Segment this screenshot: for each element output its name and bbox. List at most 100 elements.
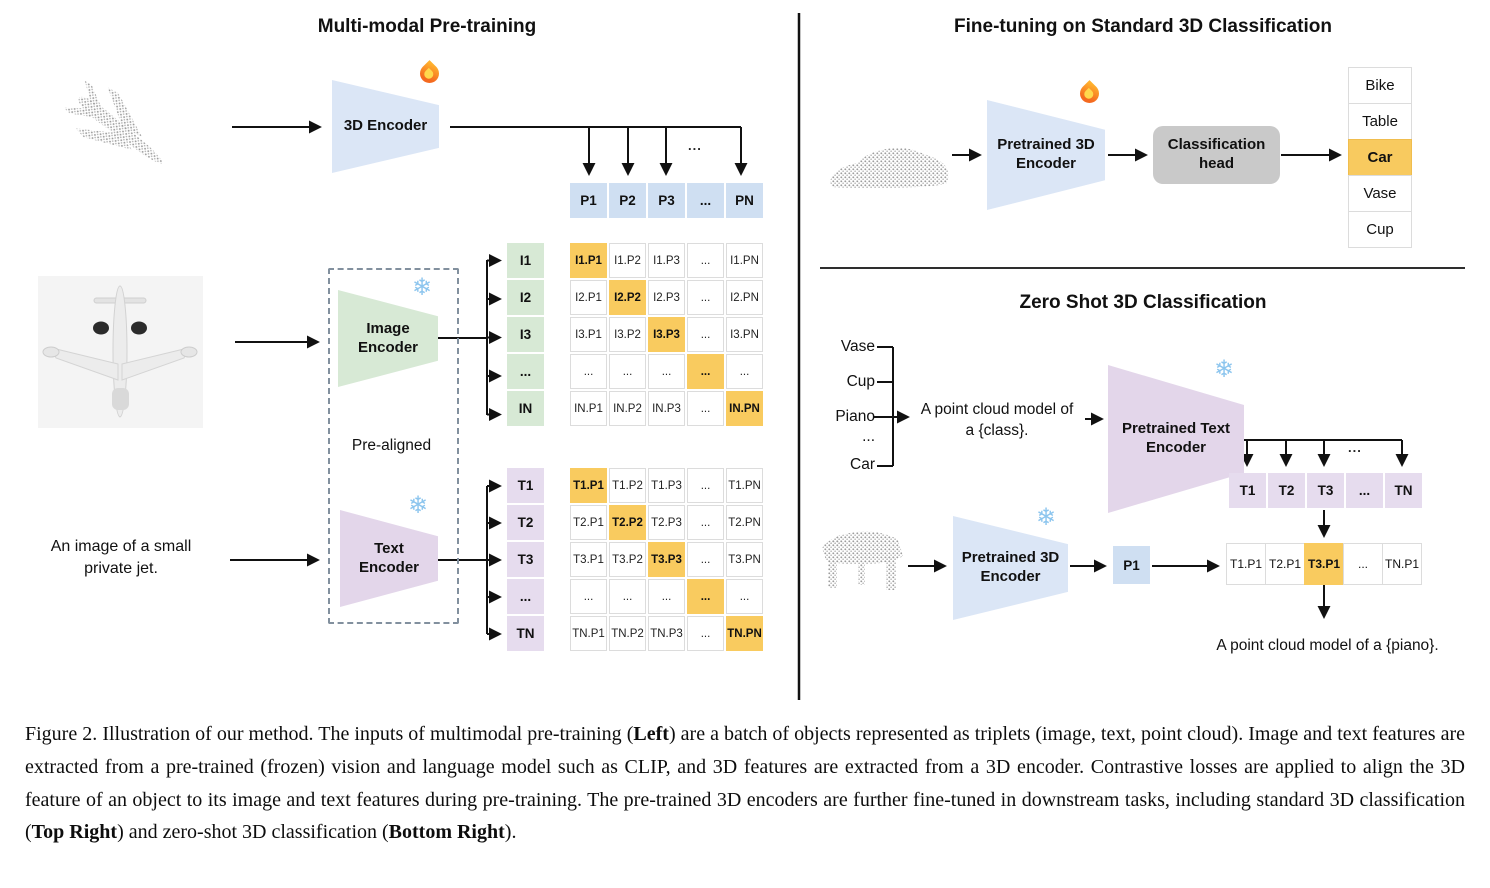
caption-segment: Figure 2. Illustration of our method. Th… (25, 723, 634, 745)
image-matrix-cell-diagonal: I2.P2 (609, 280, 646, 315)
image-matrix-cell: ... (687, 317, 724, 352)
zeroshot-class-word: Cup (846, 373, 875, 390)
image-similarity-matrix: I1.P1 I1.P2 I1.P3... I1.PN I2.P1 I2.P2 I2.P3..… (570, 243, 763, 426)
caption-bold-segment: Bottom Right (388, 821, 505, 844)
text-matrix-cell: T3.PN (726, 542, 763, 577)
p-header-cell: P2 (609, 183, 646, 218)
image-feature-cell: IN (507, 391, 544, 426)
image-feature-cell: I2 (507, 280, 544, 315)
caption-bold-segment: Left (633, 723, 669, 745)
text-matrix-cell: TN.P1 (570, 616, 607, 651)
text-matrix-cell: T2.P3 (648, 505, 685, 540)
piano-point-cloud (822, 531, 903, 590)
pre-aligned-label: Pre-aligned (351, 437, 432, 454)
class-cell-bike: Bike (1348, 67, 1412, 104)
finetune-title: Fine-tuning on Standard 3D Classificatio… (954, 16, 1332, 37)
snowflake-icon: ❄ (1214, 356, 1235, 383)
text-similarity-matrix: T1.P1 T1.P2 T1.P3... T1.PN T2.P1 T2.P2 T2.P3..… (570, 468, 763, 651)
caption-bold-segment: Top Right (31, 821, 118, 844)
image-feature-cell: ... (507, 354, 544, 389)
zeroshot-class-words: Vase Cup Piano... Car (818, 330, 875, 480)
zeroshot-similarity-row: T1.P1 T2.P1 T3.P1... TN.P1 (1226, 543, 1422, 585)
image-matrix-cell: I1.P3 (648, 243, 685, 278)
image-matrix-cell: IN.P1 (570, 391, 607, 426)
text-matrix-cell: ... (609, 579, 646, 614)
text-feature-cell: T1 (507, 468, 544, 503)
text-matrix-cell: T3.P2 (609, 542, 646, 577)
class-cell-car: Car (1348, 139, 1412, 176)
text-matrix-cell: ... (570, 579, 607, 614)
text-matrix-cell-diagonal: T3.P3 (648, 542, 685, 577)
image-feature-cell: I3 (507, 317, 544, 352)
zeroshot-t-cell: ... (1346, 473, 1383, 508)
text-matrix-cell: T1.P2 (609, 468, 646, 503)
3d-encoder-label: 3D Encoder (343, 117, 428, 135)
prompt-text: A point cloud model of a {class}. (920, 401, 1074, 439)
text-matrix-cell: T2.PN (726, 505, 763, 540)
text-matrix-cell-diagonal: T2.P2 (609, 505, 646, 540)
text-matrix-cell-diagonal: T1.P1 (570, 468, 607, 503)
text-feature-column: T1 T2 T3... TN (507, 468, 544, 651)
zeroshot-similarity-cell: T2.P1 (1265, 543, 1305, 585)
pretrained-3d-encoder-label: Pretrained 3D Encoder (997, 136, 1095, 172)
image-feature-column: I1 I2 I3... IN (507, 243, 544, 426)
classification-head-label: Classification head (1167, 136, 1266, 172)
zeroshot-result-text: A point cloud model of a {piano}. (1216, 637, 1439, 654)
class-cell-table: Table (1348, 103, 1412, 140)
p-header-cell: ... (687, 183, 724, 218)
zeroshot-class-word: Vase (840, 338, 875, 355)
image-matrix-cell-diagonal: I1.P1 (570, 243, 607, 278)
image-matrix-cell: IN.P3 (648, 391, 685, 426)
image-feature-cell: I1 (507, 243, 544, 278)
p1-feature-cell: P1 (1113, 546, 1150, 584)
text-encoder-label: Text Encoder (358, 539, 419, 576)
text-matrix-cell: T1.P3 (648, 468, 685, 503)
text-matrix-cell-diagonal: TN.PN (726, 616, 763, 651)
pretrained-text-encoder-label: Pretrained Text Encoder (1121, 420, 1231, 456)
classification-head: Classification head (1153, 126, 1280, 184)
image-matrix-cell: I3.P2 (609, 317, 646, 352)
text-matrix-cell: ... (648, 579, 685, 614)
text-matrix-cell: T3.P1 (570, 542, 607, 577)
text-feature-cell: TN (507, 616, 544, 651)
text-matrix-cell: ... (687, 616, 724, 651)
p-header-cell: PN (726, 183, 763, 218)
class-list: Bike Table Car Vase Cup (1348, 67, 1412, 248)
image-matrix-cell: I1.P2 (609, 243, 646, 278)
zeroshot-class-word: Piano (835, 408, 875, 425)
caption-segment: ). (504, 821, 517, 844)
image-matrix-cell: IN.P2 (609, 391, 646, 426)
zeroshot-t-cell: T1 (1229, 473, 1266, 508)
image-matrix-cell: I2.P1 (570, 280, 607, 315)
image-matrix-cell: ... (687, 280, 724, 315)
text-matrix-cell: ... (687, 468, 724, 503)
zeroshot-t-cell: T3 (1307, 473, 1344, 508)
flame-icon (1076, 80, 1103, 107)
image-matrix-cell: I2.P3 (648, 280, 685, 315)
text-feature-cell: T2 (507, 505, 544, 540)
airplane-point-cloud (63, 80, 163, 164)
zeroshot-text-feature-row: T1 T2 T3... TN (1229, 473, 1422, 508)
zeroshot-class-word: Car (850, 456, 875, 473)
zeroshot-title: Zero Shot 3D Classification (1019, 292, 1267, 313)
pretrained-text-encoder-shape: Pretrained Text Encoder (1108, 365, 1244, 513)
text-matrix-cell-diagonal: ... (687, 579, 724, 614)
pretrained-3d-encoder-shape: Pretrained 3D Encoder (987, 100, 1105, 210)
zeroshot-similarity-cell: T3.P1 (1304, 543, 1344, 585)
image-matrix-cell: I3.PN (726, 317, 763, 352)
3d-encoder-shape: 3D Encoder (332, 80, 439, 173)
image-matrix-cell-diagonal: I3.P3 (648, 317, 685, 352)
text-feature-cell: ... (507, 579, 544, 614)
text-feature-cell: T3 (507, 542, 544, 577)
image-matrix-cell: I3.P1 (570, 317, 607, 352)
zeroshot-similarity-cell: ... (1343, 543, 1383, 585)
text-matrix-cell: TN.P2 (609, 616, 646, 651)
car-point-cloud (830, 148, 949, 189)
flame-icon (416, 60, 443, 87)
image-matrix-cell: ... (687, 243, 724, 278)
text-matrix-cell: T2.P1 (570, 505, 607, 540)
p-feature-row: P1 P2 P3... PN (570, 183, 763, 218)
pre-aligned-box (328, 268, 459, 624)
left-panel-title: Multi-modal Pre-training (317, 16, 537, 37)
image-matrix-cell: ... (648, 354, 685, 389)
